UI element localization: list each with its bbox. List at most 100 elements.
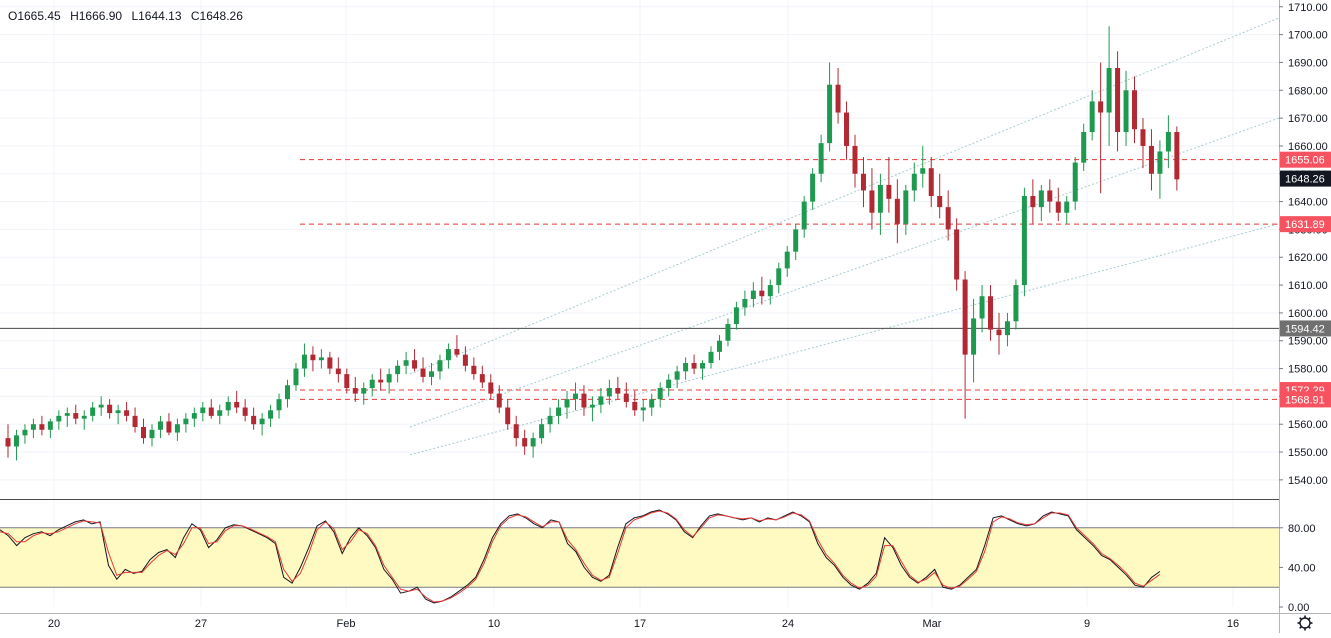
candle[interactable] [657, 382, 663, 408]
candle[interactable] [166, 413, 172, 436]
candle[interactable] [1148, 129, 1154, 191]
candle[interactable] [860, 157, 866, 208]
candle[interactable] [572, 382, 578, 411]
candle[interactable] [22, 424, 28, 444]
candle[interactable] [742, 290, 748, 316]
candle[interactable] [954, 218, 960, 291]
stochastic-oscillator[interactable] [0, 509, 1161, 604]
regression-channel[interactable] [409, 17, 1280, 456]
candle[interactable] [208, 399, 214, 419]
candle[interactable] [606, 379, 612, 405]
candle[interactable] [420, 357, 426, 383]
candle[interactable] [174, 418, 180, 441]
candle[interactable] [1157, 140, 1163, 199]
candle[interactable] [581, 385, 587, 416]
candle[interactable] [666, 374, 672, 397]
candle[interactable] [268, 404, 274, 427]
candle[interactable] [649, 393, 655, 416]
candle[interactable] [1089, 90, 1095, 141]
candle[interactable] [979, 285, 985, 333]
candle[interactable] [716, 335, 722, 361]
candle[interactable] [869, 168, 875, 230]
candle[interactable] [1123, 70, 1129, 146]
candle[interactable] [276, 393, 282, 419]
stochastic-d-line[interactable] [0, 510, 1161, 603]
candle[interactable] [530, 432, 536, 458]
candle[interactable] [369, 374, 375, 397]
candle[interactable] [522, 429, 528, 455]
candle[interactable] [1115, 51, 1121, 152]
candle[interactable] [225, 396, 231, 416]
candle[interactable] [1098, 62, 1104, 194]
candle[interactable] [920, 145, 926, 188]
stochastic-k-line[interactable] [0, 509, 1161, 604]
candle[interactable] [259, 413, 265, 436]
candle[interactable] [183, 413, 189, 433]
settings-gear-icon[interactable] [1297, 615, 1313, 631]
candle[interactable] [1030, 179, 1036, 224]
candle[interactable] [750, 282, 756, 308]
candle[interactable] [429, 362, 434, 386]
candle[interactable] [598, 388, 604, 414]
candlestick-series[interactable] [5, 26, 1180, 461]
candle[interactable] [64, 407, 70, 427]
candle[interactable] [928, 157, 934, 208]
candle[interactable] [403, 351, 409, 375]
candle[interactable] [462, 346, 468, 372]
candle[interactable] [513, 415, 519, 447]
candle[interactable] [141, 418, 147, 444]
candle[interactable] [827, 62, 833, 152]
candle[interactable] [505, 399, 511, 430]
candle[interactable] [1004, 312, 1010, 347]
candle[interactable] [471, 357, 477, 380]
candle[interactable] [784, 246, 790, 277]
candle[interactable] [488, 374, 494, 400]
candle[interactable] [378, 368, 384, 391]
candle[interactable] [217, 404, 223, 425]
candle[interactable] [327, 351, 333, 375]
candle[interactable] [793, 223, 799, 261]
candle[interactable] [157, 415, 163, 439]
candle[interactable] [708, 346, 714, 369]
candle[interactable] [589, 396, 595, 422]
candle[interactable] [691, 354, 697, 375]
candle[interactable] [818, 134, 824, 183]
candle[interactable] [344, 368, 350, 394]
channel-line[interactable] [409, 117, 1280, 428]
candle[interactable] [5, 424, 11, 458]
candle[interactable] [877, 173, 883, 235]
candle[interactable] [437, 354, 443, 380]
candle[interactable] [73, 404, 79, 425]
candle[interactable] [1055, 187, 1061, 222]
candle[interactable] [632, 390, 638, 416]
candle[interactable] [1174, 126, 1180, 191]
candle[interactable] [700, 360, 706, 380]
candle[interactable] [835, 68, 841, 124]
candle[interactable] [1132, 76, 1138, 144]
candle[interactable] [962, 271, 968, 419]
candle[interactable] [894, 179, 900, 244]
candle[interactable] [1106, 26, 1112, 146]
candle[interactable] [496, 385, 502, 414]
candle[interactable] [801, 196, 807, 238]
candle[interactable] [90, 401, 96, 422]
candle[interactable] [386, 368, 392, 394]
channel-line[interactable] [409, 223, 1280, 456]
candle[interactable] [115, 404, 121, 425]
candle[interactable] [683, 357, 689, 380]
candle[interactable] [412, 349, 418, 372]
candle[interactable] [445, 343, 451, 369]
candle[interactable] [1140, 118, 1146, 169]
candle[interactable] [725, 318, 731, 347]
candle[interactable] [759, 276, 765, 305]
candle[interactable] [886, 157, 892, 213]
candle[interactable] [1064, 196, 1070, 224]
candle[interactable] [301, 343, 307, 377]
candle[interactable] [539, 418, 545, 444]
candle[interactable] [1021, 187, 1027, 297]
candle[interactable] [234, 390, 240, 414]
candle[interactable] [640, 399, 646, 422]
candle[interactable] [767, 279, 773, 305]
candle[interactable] [454, 335, 460, 358]
